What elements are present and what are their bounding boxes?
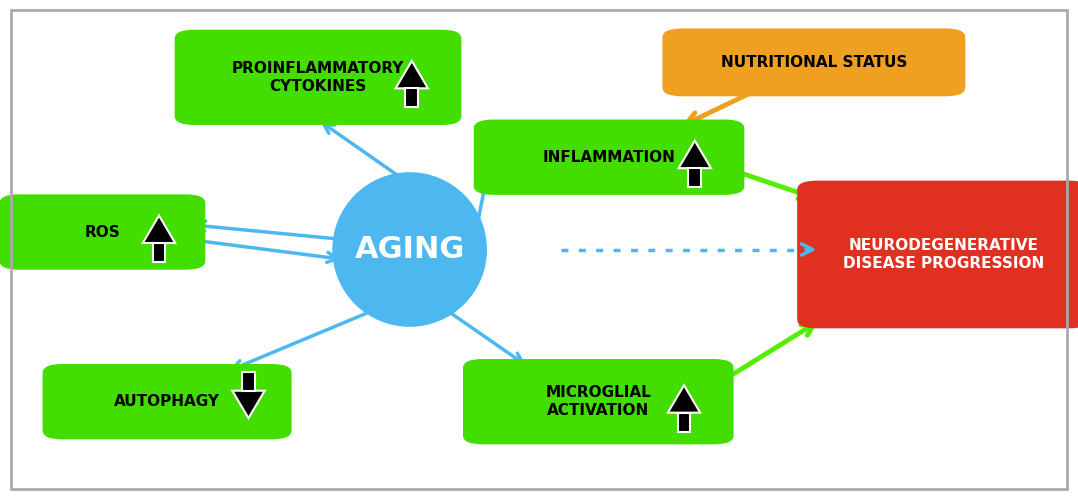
- Bar: [405, 88, 418, 107]
- Text: MICROGLIAL
ACTIVATION: MICROGLIAL ACTIVATION: [545, 386, 651, 418]
- Bar: [153, 243, 166, 262]
- Text: NUTRITIONAL STATUS: NUTRITIONAL STATUS: [721, 55, 907, 70]
- Bar: [241, 372, 255, 391]
- FancyBboxPatch shape: [464, 359, 734, 444]
- Polygon shape: [233, 391, 265, 418]
- FancyBboxPatch shape: [473, 120, 744, 195]
- Text: AUTOPHAGY: AUTOPHAGY: [114, 394, 220, 409]
- Bar: [688, 168, 702, 187]
- Polygon shape: [396, 61, 428, 88]
- FancyBboxPatch shape: [175, 30, 461, 125]
- Polygon shape: [679, 141, 711, 168]
- Polygon shape: [142, 216, 175, 243]
- Text: AGING: AGING: [355, 235, 465, 264]
- Text: ROS: ROS: [84, 225, 121, 240]
- Bar: [678, 413, 691, 432]
- FancyBboxPatch shape: [662, 28, 966, 96]
- Ellipse shape: [332, 172, 487, 327]
- Polygon shape: [668, 385, 701, 413]
- Text: PROINFLAMMATORY
CYTOKINES: PROINFLAMMATORY CYTOKINES: [232, 61, 404, 93]
- FancyBboxPatch shape: [0, 195, 205, 269]
- FancyBboxPatch shape: [42, 364, 292, 440]
- Text: NEURODEGENERATIVE
DISEASE PROGRESSION: NEURODEGENERATIVE DISEASE PROGRESSION: [843, 239, 1044, 270]
- Text: INFLAMMATION: INFLAMMATION: [542, 150, 676, 165]
- FancyBboxPatch shape: [798, 181, 1078, 328]
